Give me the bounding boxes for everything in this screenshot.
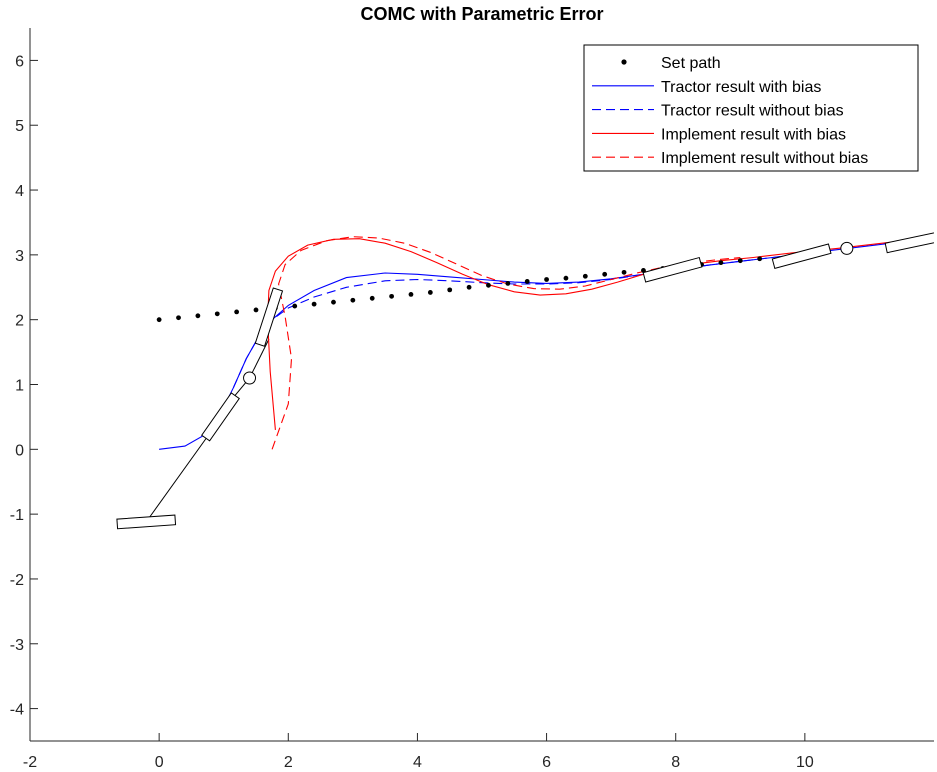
implement-body	[642, 256, 703, 283]
y-tick-label: 4	[15, 183, 24, 200]
y-tick-label: -2	[10, 572, 24, 589]
hitch-point	[243, 371, 257, 385]
legend-label: Tractor result without bias	[661, 103, 844, 120]
x-tick-label: 2	[284, 754, 293, 771]
set-path-point	[466, 284, 472, 290]
y-tick-label: 2	[15, 313, 24, 330]
implement-body	[254, 287, 284, 347]
chart-title: COMC with Parametric Error	[360, 4, 603, 24]
axes: -2 0 2 4 6 8 10 -4 -3 -2 -1 0 1 2 3 4 5 6	[10, 28, 934, 771]
x-tick-label: 6	[542, 754, 551, 771]
set-path-point	[331, 299, 336, 305]
hitch-point	[840, 241, 854, 255]
legend-marker	[621, 59, 627, 65]
series-line-4	[271, 236, 741, 450]
y-tick-label: -1	[10, 507, 24, 524]
legend-label: Set path	[661, 55, 721, 72]
x-tick-label: 4	[413, 754, 422, 771]
set-path-point	[563, 275, 569, 281]
implement-body	[884, 230, 934, 254]
y-tick-label: -3	[10, 637, 24, 654]
set-path-point	[427, 290, 433, 295]
implement-body	[116, 514, 177, 530]
set-path-point	[621, 269, 627, 275]
set-path-point	[737, 258, 743, 264]
set-path-point	[156, 317, 162, 323]
set-path-point	[350, 297, 356, 303]
y-tick-label: -4	[10, 702, 24, 719]
legend-label: Tractor result with bias	[661, 79, 821, 96]
x-tick-label: 8	[671, 754, 680, 771]
y-tick-label: 1	[15, 378, 24, 395]
set-path-point	[641, 268, 646, 273]
set-path-point	[447, 287, 453, 293]
set-path-point	[214, 311, 220, 317]
plot-area	[116, 230, 934, 530]
set-path-point	[757, 256, 763, 262]
legend-label: Implement result without bias	[661, 150, 868, 167]
x-tick-label: 0	[155, 754, 164, 771]
x-tick-label: -2	[23, 754, 37, 771]
y-tick-label: 0	[15, 442, 24, 459]
series-line-2	[232, 253, 805, 388]
set-path-point	[486, 282, 491, 288]
legend-box	[583, 44, 919, 172]
set-path-point	[408, 292, 414, 297]
implement-body	[771, 243, 832, 269]
set-path-point	[389, 293, 394, 299]
set-path-point	[195, 313, 201, 319]
set-path-point	[292, 303, 298, 309]
set-path-point	[176, 315, 181, 321]
x-tick-label: 10	[796, 754, 814, 771]
set-path-point	[582, 273, 588, 279]
set-path-point	[253, 307, 259, 313]
legend-label: Implement result with bias	[661, 126, 846, 143]
y-tick-label: 6	[15, 53, 24, 70]
set-path-point	[234, 309, 240, 315]
plot-inner	[116, 230, 934, 530]
tractor-body	[201, 392, 240, 442]
set-path-point	[524, 279, 530, 284]
legend: Set path Tractor result with bias Tractor …	[583, 44, 919, 172]
hitch-link-0	[149, 436, 208, 518]
y-tick-label: 3	[15, 248, 24, 265]
set-path-point	[505, 280, 511, 286]
hitch-link-2	[249, 338, 270, 379]
y-tick-label: 5	[15, 118, 24, 135]
set-path-point	[369, 295, 375, 301]
set-path-point	[718, 260, 724, 266]
set-path-point	[544, 277, 549, 282]
set-path-point	[602, 271, 608, 277]
series-line-3	[267, 236, 934, 430]
set-path-point	[311, 301, 317, 307]
